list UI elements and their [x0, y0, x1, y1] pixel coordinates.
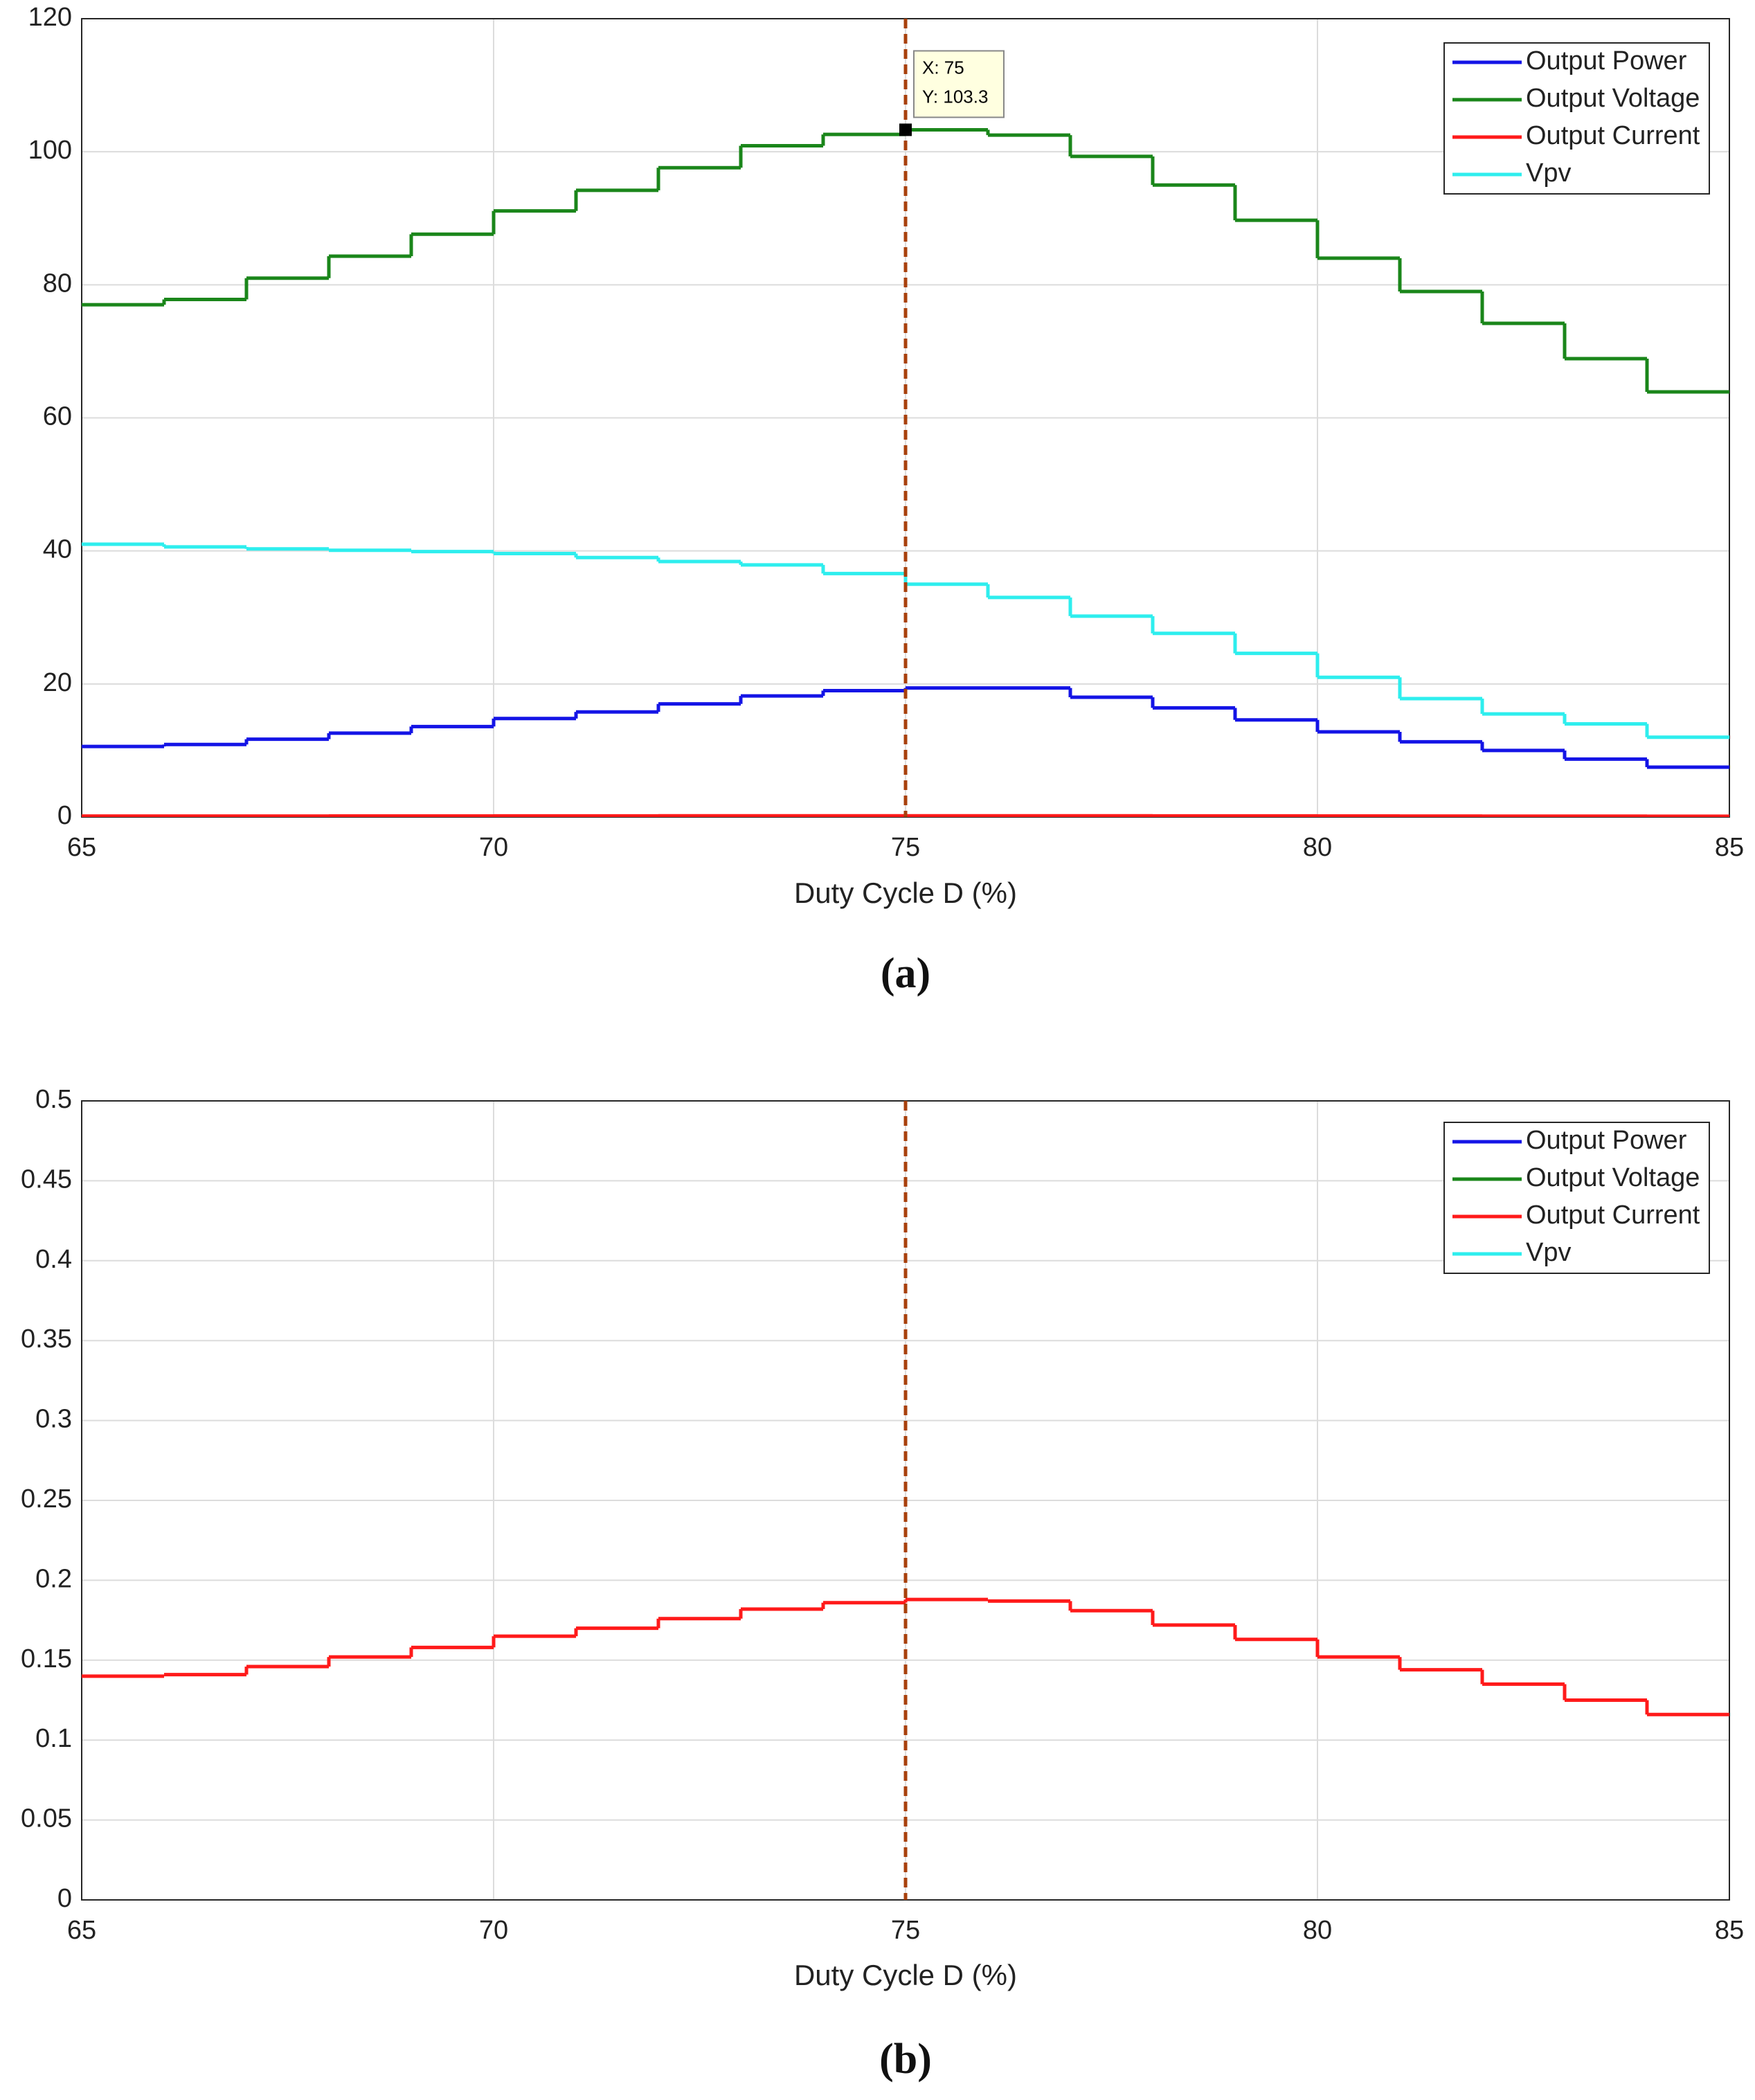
y-tick-label: 0.15: [21, 1644, 72, 1673]
x-tick-label: 80: [1303, 833, 1332, 862]
x-tick-label: 75: [891, 833, 920, 862]
x-axis-label: Duty Cycle D (%): [794, 1959, 1017, 1991]
y-tick-label: 100: [28, 136, 72, 165]
y-tick-label: 80: [43, 269, 72, 298]
x-tick-label: 65: [67, 1916, 96, 1945]
legend-label: Output Voltage: [1526, 84, 1700, 113]
y-tick-label: 0.1: [35, 1724, 72, 1753]
legend-label: Output Power: [1526, 1126, 1687, 1155]
legend-label: Output Power: [1526, 46, 1687, 75]
x-tick-label: 85: [1715, 833, 1744, 862]
y-tick-label: 20: [43, 668, 72, 697]
y-tick-label: 0: [57, 1884, 72, 1913]
y-tick-label: 0.25: [21, 1484, 72, 1514]
plot-area: [82, 1597, 1729, 1716]
x-tick-label: 75: [891, 1916, 920, 1945]
caption: (a): [881, 950, 930, 997]
plot-area: [82, 127, 1729, 817]
y-tick-label: 60: [43, 402, 72, 431]
y-tick-label: 0.4: [35, 1245, 72, 1274]
legend-label: Output Voltage: [1526, 1163, 1700, 1192]
x-tick-label: 80: [1303, 1916, 1332, 1945]
datatip-box: [913, 50, 1005, 118]
legend-box: [1443, 1122, 1710, 1274]
x-axis-label: Duty Cycle D (%): [794, 877, 1017, 909]
y-tick-label: 0.3: [35, 1405, 72, 1434]
caption: (b): [879, 2036, 932, 2083]
y-tick-label: 40: [43, 535, 72, 564]
y-tick-label: 0: [57, 801, 72, 830]
legend-label: Vpv: [1526, 159, 1571, 188]
y-tick-label: 0.35: [21, 1325, 72, 1354]
x-tick-label: 65: [67, 833, 96, 862]
legend-label: Output Current: [1526, 1201, 1700, 1230]
legend-box: [1443, 42, 1710, 195]
x-tick-label: 85: [1715, 1916, 1744, 1945]
legend-label: Vpv: [1526, 1238, 1571, 1267]
y-tick-label: 120: [28, 3, 72, 32]
y-tick-label: 0.2: [35, 1564, 72, 1593]
datatip-x: X: 75: [922, 57, 964, 78]
x-tick-label: 70: [479, 1916, 508, 1945]
y-tick-label: 0.05: [21, 1804, 72, 1833]
legend-label: Output Current: [1526, 121, 1700, 150]
datatip-y: Y: 103.3: [922, 86, 988, 107]
x-tick-label: 70: [479, 833, 508, 862]
y-tick-label: 0.5: [35, 1085, 72, 1114]
datatip-marker: [899, 123, 912, 136]
y-tick-label: 0.45: [21, 1165, 72, 1194]
